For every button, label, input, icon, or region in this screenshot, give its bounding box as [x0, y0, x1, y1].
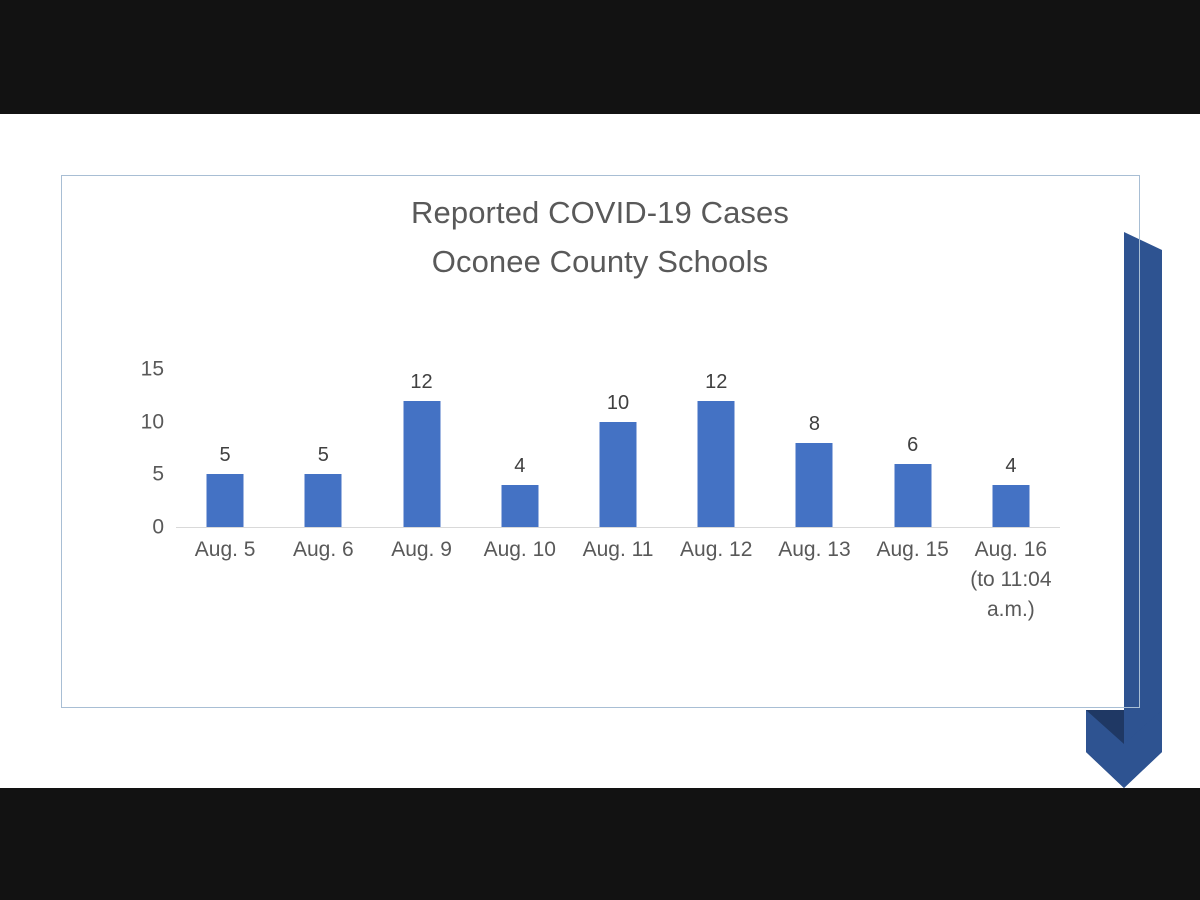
bar-slot: 6 [864, 369, 962, 527]
chart-frame[interactable] [61, 175, 1140, 708]
x-axis-category-label: Aug. 12 [680, 538, 753, 561]
ribbon-fold-shape [1086, 710, 1124, 788]
bar-slot: 12 [667, 369, 765, 527]
x-axis-category-label: Aug. 13 [778, 538, 851, 561]
chart-title-line-1: Reported COVID-19 Cases [411, 195, 789, 230]
letterbox-top [0, 0, 1200, 114]
bar-slot: 10 [569, 369, 667, 527]
bar-slot: 5 [176, 369, 274, 527]
y-axis-tick-label: 5 [152, 462, 164, 486]
y-axis-tick-label: 15 [140, 357, 164, 381]
bar-slot: 8 [765, 369, 863, 527]
chart-title: Reported COVID-19 Cases Oconee County Sc… [0, 188, 1200, 286]
bar-slot: 4 [471, 369, 569, 527]
letterbox-bottom [0, 788, 1200, 900]
x-axis-category-label: Aug. 10 [483, 538, 556, 561]
bar-slot: 5 [274, 369, 372, 527]
bar-value-label: 12 [705, 370, 728, 393]
bar[interactable] [894, 463, 932, 527]
y-axis-tick-label: 0 [152, 515, 164, 539]
bar[interactable] [795, 442, 833, 527]
bar-value-label: 4 [1005, 454, 1017, 477]
bar-value-label: 4 [514, 454, 526, 477]
plot-area: 5 5 12 4 10 12 8 6 4 [176, 369, 1060, 527]
bar-value-label: 10 [606, 391, 630, 414]
bar[interactable] [403, 400, 441, 527]
bar-value-label: 5 [317, 444, 329, 467]
chart-title-line-2: Oconee County Schools [431, 244, 769, 279]
bar[interactable] [697, 400, 735, 527]
x-axis-category-label: Aug. 6 [292, 538, 354, 561]
bar-slot: 12 [372, 369, 470, 527]
bar[interactable] [206, 474, 244, 527]
x-axis-category-label: Aug. 11 [582, 538, 654, 561]
x-axis-labels: Aug. 5 Aug. 6 Aug. 9 Aug. 10 Aug. 11 Aug. 12 A… [176, 535, 1060, 655]
bar[interactable] [304, 474, 342, 527]
category-axis-line [176, 527, 1060, 528]
bar-value-label: 8 [808, 412, 820, 435]
bar[interactable] [992, 484, 1030, 527]
y-axis-tick-label: 10 [140, 410, 164, 434]
bar-value-label: 5 [219, 444, 231, 467]
bar-value-label: 6 [907, 433, 919, 456]
x-axis-category-label: Aug. 16 (to 11:04 a.m.) [970, 538, 1052, 621]
slide-canvas: Reported COVID-19 Cases Oconee County Sc… [0, 114, 1200, 788]
x-axis-category-label: Aug. 5 [194, 538, 256, 561]
bar[interactable] [501, 484, 539, 527]
bar-value-label: 12 [410, 370, 433, 393]
x-axis-category-label: Aug. 15 [876, 538, 949, 561]
x-axis-category-label: Aug. 9 [391, 538, 452, 561]
bar[interactable] [599, 421, 637, 527]
bar-slot: 4 [962, 369, 1060, 527]
ribbon-fold-lower-shape [1086, 710, 1162, 788]
